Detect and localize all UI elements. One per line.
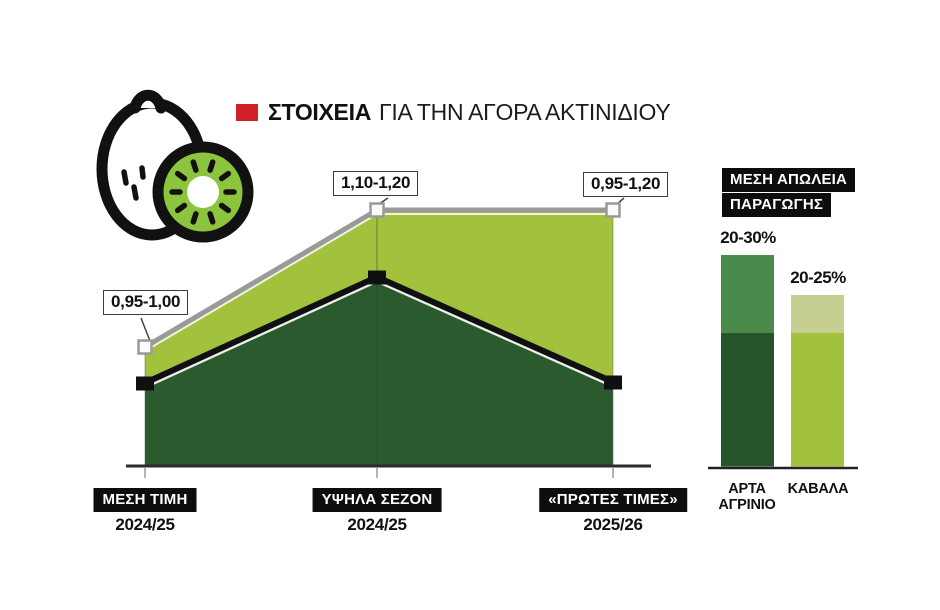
bar-label-agrinio: ΑΓΡΙΝΙΟ bbox=[718, 497, 776, 514]
x-label-group-1: ΜΕΣΗ ΤΙΜΗ 2024/25 bbox=[93, 488, 197, 535]
callout-connector-left bbox=[140, 317, 151, 342]
bar-label-arta: ΑΡΤΑ bbox=[728, 481, 766, 497]
title-rest: ΓΙΑ ΤΗΝ ΑΓΟΡΑ ΑΚΤΙΝΙΔΙΟΥ bbox=[379, 99, 671, 125]
bar-value-kavala: 20-25% bbox=[790, 268, 846, 287]
x-label-protes-times: «ΠΡΩΤΕΣ ΤΙΜΕΣ» bbox=[539, 488, 687, 512]
kiwi-icon bbox=[96, 89, 254, 243]
lower-area bbox=[145, 277, 613, 465]
bar-label-kavala: ΚΑΒΑΛΑ bbox=[787, 481, 849, 497]
lower-marker-left bbox=[136, 376, 154, 391]
red-square-bullet bbox=[236, 104, 258, 121]
bar-label-arta-agrinio: ΑΡΤΑ ΑΓΡΙΝΙΟ bbox=[718, 481, 775, 513]
page-title: ΣΤΟΙΧΕΙΑ ΓΙΑ ΤΗΝ ΑΓΟΡΑ ΑΚΤΙΝΙΔΙΟΥ bbox=[236, 99, 671, 126]
x-label-mesi-timi: ΜΕΣΗ ΤΙΜΗ bbox=[93, 488, 197, 512]
callout-mesi-timi: 0,95-1,00 bbox=[103, 290, 189, 315]
bar-arta-bottom-segment bbox=[721, 333, 774, 467]
panel-header-line1: ΜΕΣΗ ΑΠΩΛΕΙΑ bbox=[722, 168, 856, 192]
x-sublabel-season-2: 2024/25 bbox=[347, 515, 407, 534]
upper-marker-center bbox=[369, 202, 385, 218]
bar-value-arta: 20-30% bbox=[720, 228, 776, 247]
x-label-group-3: «ΠΡΩΤΕΣ ΤΙΜΕΣ» 2025/26 bbox=[539, 488, 687, 535]
x-sublabel-season-1: 2024/25 bbox=[115, 515, 175, 534]
bar-kavala-top-segment bbox=[791, 295, 844, 333]
callout-protes-times: 0,95-1,20 bbox=[583, 172, 669, 197]
panel-header-line2: ΠΑΡΑΓΩΓΗΣ bbox=[722, 193, 832, 217]
bar-panel-header: ΜΕΣΗ ΑΠΩΛΕΙΑ ΠΑΡΑΓΩΓΗΣ bbox=[722, 168, 856, 218]
bar-arta-top-segment bbox=[721, 255, 774, 333]
bar-kavala-bottom-segment bbox=[791, 333, 844, 467]
upper-marker-right bbox=[605, 202, 621, 218]
title-highlight: ΣΤΟΙΧΕΙΑ bbox=[268, 99, 371, 125]
upper-marker-left bbox=[137, 339, 153, 355]
x-label-group-2: ΥΨΗΛΑ ΣΕΖΟΝ 2024/25 bbox=[312, 488, 442, 535]
lower-marker-center bbox=[368, 270, 386, 285]
x-sublabel-season-3: 2025/26 bbox=[583, 515, 643, 534]
x-label-ypsila-sezon: ΥΨΗΛΑ ΣΕΖΟΝ bbox=[312, 488, 442, 512]
callout-ypsila-sezon: 1,10-1,20 bbox=[333, 171, 419, 196]
lower-marker-right bbox=[604, 375, 622, 390]
price-range-band bbox=[145, 210, 613, 383]
